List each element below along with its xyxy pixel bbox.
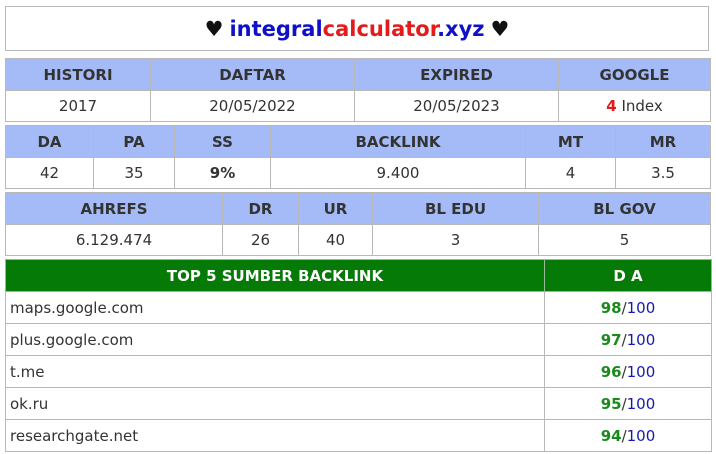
- header-ss: SS: [174, 125, 271, 158]
- header-histori: HISTORI: [5, 58, 151, 91]
- value-histori: 2017: [5, 90, 151, 122]
- header-top-sources: TOP 5 SUMBER BACKLINK: [5, 259, 545, 292]
- header-expired: EXPIRED: [354, 58, 559, 91]
- header-bl-gov: BL GOV: [538, 192, 711, 225]
- da-max: 100: [626, 394, 656, 413]
- value-expired: 20/05/2023: [354, 90, 559, 122]
- value-backlink: 9.400: [270, 157, 526, 189]
- value-mt: 4: [525, 157, 616, 189]
- table-row: researchgate.net 94/100: [5, 419, 712, 452]
- value-ahrefs: 6.129.474: [5, 224, 223, 256]
- header-ahrefs: AHREFS: [5, 192, 223, 225]
- ahrefs-table: AHREFS DR UR BL EDU BL GOV 6.129.474 26 …: [5, 192, 711, 256]
- da-max: 100: [626, 298, 656, 317]
- table-row: maps.google.com 98/100: [5, 291, 712, 324]
- backlink-site: plus.google.com: [5, 323, 545, 356]
- da-separator: /: [621, 394, 627, 413]
- da-value: 96: [600, 362, 622, 381]
- da-value: 94: [600, 426, 622, 445]
- backlink-da: 97/100: [544, 323, 712, 356]
- value-pa: 35: [93, 157, 175, 189]
- backlink-site: t.me: [5, 355, 545, 388]
- header-mr: MR: [615, 125, 711, 158]
- header-bl-edu: BL EDU: [372, 192, 539, 225]
- value-ss: 9%: [174, 157, 271, 189]
- value-bl-gov: 5: [538, 224, 711, 256]
- backlink-site: ok.ru: [5, 387, 545, 420]
- header-google: GOOGLE: [558, 58, 711, 91]
- value-ur: 40: [298, 224, 373, 256]
- top-backlink-table: TOP 5 SUMBER BACKLINK D A maps.google.co…: [5, 259, 712, 452]
- heart-icon-right: ♥: [490, 16, 510, 41]
- value-bl-edu: 3: [372, 224, 539, 256]
- domain-part-1: integral: [229, 16, 323, 41]
- da-separator: /: [621, 426, 627, 445]
- backlink-da: 96/100: [544, 355, 712, 388]
- authority-table: DA PA SS BACKLINK MT MR 42 35 9% 9.400 4…: [5, 125, 711, 189]
- da-separator: /: [621, 298, 627, 317]
- header-pa: PA: [93, 125, 175, 158]
- da-max: 100: [626, 426, 656, 445]
- da-separator: /: [621, 362, 627, 381]
- google-index-label: Index: [616, 97, 663, 115]
- google-index-count: 4: [606, 97, 617, 115]
- value-daftar: 20/05/2022: [150, 90, 355, 122]
- da-value: 97: [600, 330, 622, 349]
- backlink-da: 98/100: [544, 291, 712, 324]
- header-dr: DR: [222, 192, 299, 225]
- header-da-score: D A: [544, 259, 712, 292]
- da-value: 98: [600, 298, 622, 317]
- da-max: 100: [626, 330, 656, 349]
- heart-icon-left: ♥: [204, 16, 224, 41]
- header-daftar: DAFTAR: [150, 58, 355, 91]
- value-google: 4 Index: [558, 90, 711, 122]
- da-value: 95: [600, 394, 622, 413]
- value-dr: 26: [222, 224, 299, 256]
- backlink-site: researchgate.net: [5, 419, 545, 452]
- header-backlink: BACKLINK: [270, 125, 526, 158]
- header-ur: UR: [298, 192, 373, 225]
- backlink-da: 95/100: [544, 387, 712, 420]
- header-mt: MT: [525, 125, 616, 158]
- value-da: 42: [5, 157, 94, 189]
- registration-table: HISTORI DAFTAR EXPIRED GOOGLE 2017 20/05…: [5, 58, 711, 122]
- backlink-site: maps.google.com: [5, 291, 545, 324]
- header-da: DA: [5, 125, 94, 158]
- value-mr: 3.5: [615, 157, 711, 189]
- da-max: 100: [626, 362, 656, 381]
- domain-name: integralcalculator.xyz: [229, 17, 484, 41]
- table-row: t.me 96/100: [5, 355, 712, 388]
- domain-part-2: calculator: [322, 16, 438, 41]
- table-row: ok.ru 95/100: [5, 387, 712, 420]
- domain-part-3: .xyz: [437, 16, 485, 41]
- backlink-da: 94/100: [544, 419, 712, 452]
- domain-title: ♥ integralcalculator.xyz ♥: [5, 6, 709, 51]
- da-separator: /: [621, 330, 627, 349]
- table-row: plus.google.com 97/100: [5, 323, 712, 356]
